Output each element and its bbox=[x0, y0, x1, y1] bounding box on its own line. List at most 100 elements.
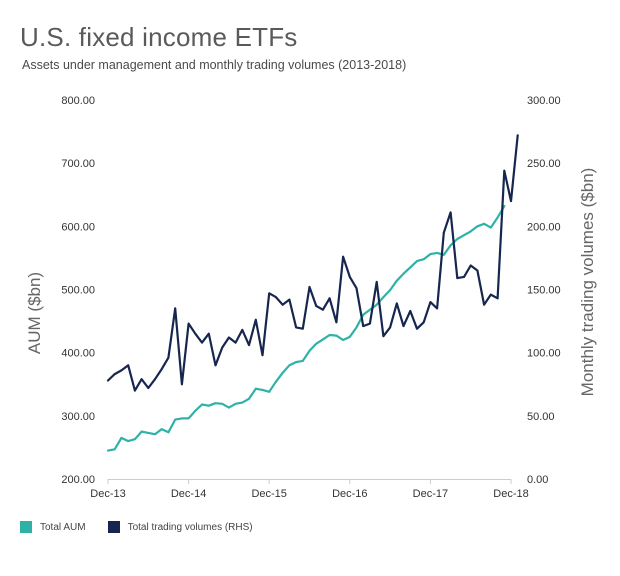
data-point-aum bbox=[221, 402, 224, 405]
data-point-aum bbox=[127, 440, 130, 442]
left-tick-label: 800.00 bbox=[61, 95, 95, 107]
data-point-volume bbox=[174, 307, 177, 310]
legend-item-volume: Total trading volumes (RHS) bbox=[107, 521, 253, 533]
data-point-volume bbox=[107, 379, 109, 382]
data-point-volume bbox=[228, 336, 230, 339]
data-point-volume bbox=[295, 326, 297, 329]
data-point-volume bbox=[194, 332, 197, 335]
left-tick-label: 500.00 bbox=[61, 285, 95, 297]
data-point-aum bbox=[174, 418, 177, 421]
data-point-volume bbox=[201, 341, 203, 344]
data-point-volume bbox=[328, 297, 331, 300]
data-point-aum bbox=[248, 397, 250, 400]
data-point-volume bbox=[113, 373, 116, 375]
data-point-volume bbox=[483, 303, 485, 306]
data-point-aum bbox=[335, 334, 338, 337]
data-point-aum bbox=[395, 279, 398, 282]
data-point-volume bbox=[369, 322, 371, 325]
data-point-aum bbox=[342, 339, 344, 341]
data-point-aum bbox=[160, 428, 163, 430]
right-axis-ticks: 0.00 50.00 100.00 150.00 200.00 250.00 300.00 bbox=[527, 95, 561, 486]
data-point-volume bbox=[187, 322, 190, 325]
legend-swatch-volume bbox=[107, 521, 120, 533]
data-point-volume bbox=[288, 298, 291, 301]
left-tick-label: 600.00 bbox=[61, 221, 95, 233]
data-point-volume bbox=[442, 231, 445, 234]
data-point-volume bbox=[127, 364, 130, 367]
series-layer bbox=[106, 134, 519, 452]
data-point-volume bbox=[214, 364, 217, 367]
data-point-aum bbox=[416, 260, 418, 262]
data-point-volume bbox=[147, 387, 150, 389]
data-point-aum bbox=[275, 380, 277, 383]
data-point-aum bbox=[194, 409, 197, 412]
data-point-aum bbox=[389, 289, 391, 291]
left-tick-label: 200.00 bbox=[61, 474, 95, 486]
data-point-aum bbox=[503, 205, 506, 208]
data-point-volume bbox=[308, 286, 311, 288]
data-point-aum bbox=[187, 417, 190, 420]
data-point-aum bbox=[261, 389, 264, 391]
legend-label-volume: Total trading volumes (RHS) bbox=[127, 521, 253, 533]
data-point-aum bbox=[254, 387, 257, 390]
data-point-aum bbox=[476, 225, 479, 228]
data-point-aum bbox=[228, 406, 230, 409]
data-point-aum bbox=[167, 431, 170, 434]
data-point-volume bbox=[281, 303, 284, 306]
data-point-volume bbox=[268, 292, 271, 295]
data-point-aum bbox=[147, 432, 150, 434]
data-point-aum bbox=[288, 364, 291, 367]
x-tick-label: Dec-16 bbox=[332, 488, 367, 500]
left-tick-label: 300.00 bbox=[61, 411, 95, 423]
data-point-volume bbox=[402, 325, 405, 327]
legend-label-aum: Total AUM bbox=[40, 521, 86, 533]
right-tick-label: 150.00 bbox=[527, 285, 561, 297]
data-point-volume bbox=[409, 310, 412, 312]
data-point-volume bbox=[120, 369, 123, 372]
x-tick-label: Dec-18 bbox=[493, 488, 528, 500]
series-line-aum bbox=[106, 205, 506, 452]
data-point-aum bbox=[268, 390, 271, 393]
data-point-aum bbox=[496, 216, 499, 219]
data-point-volume bbox=[416, 327, 418, 330]
data-point-aum bbox=[322, 338, 324, 341]
legend-item-aum: Total AUM bbox=[20, 521, 86, 533]
data-point-aum bbox=[234, 402, 237, 405]
data-point-volume bbox=[315, 305, 318, 307]
left-tick-label: 700.00 bbox=[61, 158, 95, 170]
data-point-volume bbox=[449, 211, 452, 214]
left-axis-ticks: 200.00 300.00 400.00 500.00 600.00 700.00 800.… bbox=[61, 95, 95, 486]
data-point-aum bbox=[463, 234, 465, 237]
right-axis-title: Monthly trading volumes ($bn) bbox=[578, 168, 597, 397]
data-point-volume bbox=[382, 335, 385, 338]
data-point-volume bbox=[207, 332, 210, 335]
data-point-volume bbox=[463, 276, 465, 278]
left-tick-label: 400.00 bbox=[61, 348, 95, 360]
right-tick-label: 50.00 bbox=[527, 411, 555, 423]
data-point-aum bbox=[207, 404, 210, 407]
data-point-aum bbox=[483, 222, 485, 225]
series-line-volume bbox=[106, 134, 519, 392]
data-point-volume bbox=[342, 255, 344, 258]
right-tick-label: 100.00 bbox=[527, 348, 561, 360]
data-point-volume bbox=[362, 325, 365, 327]
data-point-volume bbox=[221, 346, 224, 349]
right-tick-label: 300.00 bbox=[527, 95, 561, 107]
data-point-aum bbox=[449, 244, 452, 247]
data-point-volume bbox=[154, 378, 156, 381]
data-point-volume bbox=[322, 308, 324, 311]
data-point-aum bbox=[134, 438, 136, 441]
data-point-volume bbox=[234, 341, 237, 344]
right-tick-label: 0.00 bbox=[527, 474, 548, 486]
data-point-aum bbox=[107, 449, 109, 452]
data-point-aum bbox=[328, 334, 331, 336]
data-point-volume bbox=[254, 318, 257, 321]
data-point-volume bbox=[489, 293, 492, 296]
data-point-aum bbox=[301, 360, 304, 362]
data-point-volume bbox=[389, 326, 391, 329]
data-point-aum bbox=[355, 326, 358, 329]
legend: Total AUM Total trading volumes (RHS) bbox=[20, 521, 275, 533]
data-point-volume bbox=[261, 354, 264, 357]
data-point-aum bbox=[369, 308, 371, 311]
